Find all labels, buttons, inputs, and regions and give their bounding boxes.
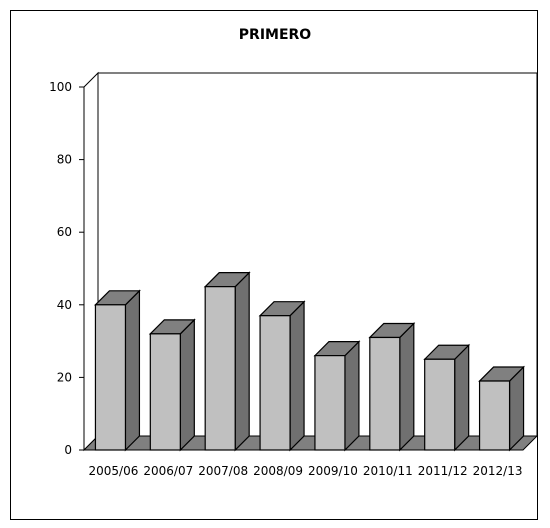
bar: [204, 286, 236, 451]
chart-title: PRIMERO: [238, 27, 312, 43]
x-axis-tick-label: 2005/06: [89, 464, 139, 478]
bar-side: [124, 289, 141, 452]
y-axis-tick-label: 0: [64, 443, 72, 457]
bar-side: [234, 271, 250, 452]
bar-side: [344, 340, 360, 452]
bar: [424, 358, 456, 451]
bar: [314, 355, 346, 451]
y-axis-tick-label: 60: [57, 225, 72, 239]
x-axis-tick-label: 2008/09: [253, 464, 303, 478]
x-axis-tick-label: 2009/10: [308, 464, 358, 478]
bar: [259, 315, 291, 451]
bar: [369, 336, 401, 451]
y-axis-tick-label: 40: [57, 298, 72, 312]
x-axis-tick-label: 2010/11: [363, 464, 413, 478]
bar: [94, 304, 127, 451]
bar-side: [399, 322, 415, 452]
bar-side: [454, 343, 470, 452]
bar: [478, 380, 511, 451]
x-axis-tick-label: 2012/13: [473, 464, 523, 478]
bar-side: [179, 318, 195, 452]
bar: [149, 333, 181, 451]
x-axis-tick-label: 2006/07: [143, 464, 193, 478]
y-axis-tick-label: 80: [57, 153, 72, 167]
y-axis-tick-label: 20: [57, 370, 72, 384]
y-axis-tick-label: 100: [49, 80, 72, 94]
x-axis-tick-label: 2007/08: [198, 464, 248, 478]
x-axis-tick-label: 2011/12: [418, 464, 468, 478]
bar-side: [289, 300, 305, 452]
